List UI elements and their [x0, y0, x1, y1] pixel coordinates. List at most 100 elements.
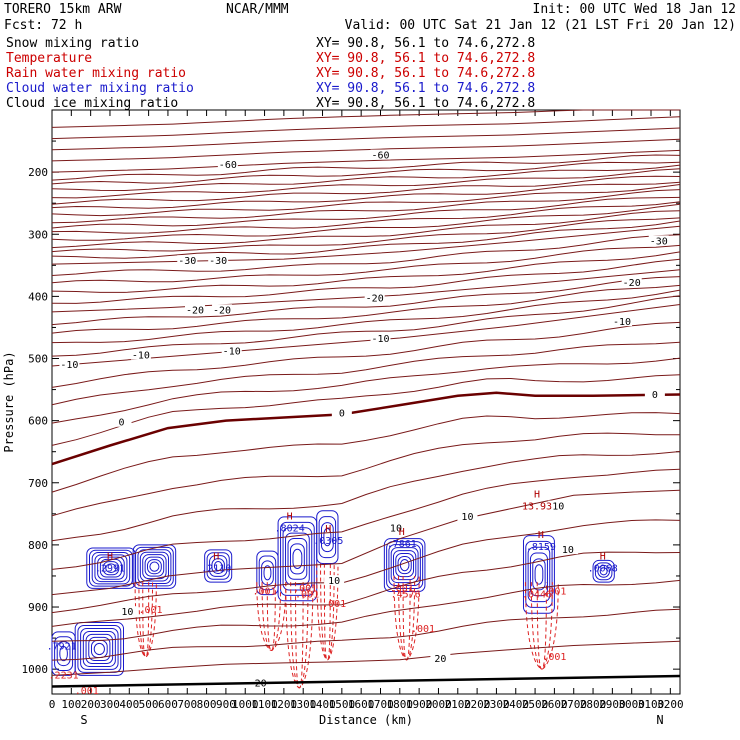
legend-field-coords: XY= 90.8, 56.1 to 74.6,272.8 — [316, 51, 535, 66]
cloud-water-contour — [318, 516, 337, 559]
isotherm-line — [51, 579, 681, 642]
legend-field-name: Temperature — [6, 51, 92, 66]
rain-value-label: .2231 — [49, 670, 79, 681]
rain-value-label: .001 — [295, 590, 319, 601]
isotherm-label: -30 — [650, 236, 668, 247]
rain-value-label: .001 — [75, 686, 99, 697]
cloud-water-contour — [532, 558, 546, 591]
isotherm-label: 10 — [461, 512, 473, 523]
maximum-marker: H — [213, 552, 219, 563]
x-tick-label: 2300 — [483, 698, 510, 711]
isotherm-line — [51, 321, 681, 388]
isotherm-line — [51, 432, 680, 517]
cloud-water-contour — [525, 540, 553, 608]
legend-field-coords: XY= 90.8, 56.1 to 74.6,272.8 — [316, 96, 535, 111]
isotherm-label: 0 — [339, 408, 345, 419]
legend-field-coords: XY= 90.8, 56.1 to 74.6,272.8 — [316, 36, 535, 51]
cloud-water-contour — [139, 551, 169, 582]
isotherm-line — [51, 451, 681, 542]
isotherm-label: -10 — [132, 351, 150, 362]
isotherm-line — [51, 164, 681, 192]
isotherm-label: 0 — [119, 418, 125, 429]
x-tick-label: 1500 — [329, 698, 356, 711]
cloud-water-contour — [105, 563, 117, 573]
cloud-water-contour — [56, 641, 71, 667]
isotherm-line — [51, 341, 681, 406]
rain-water-contour — [134, 582, 157, 658]
x-axis-title: Distance (km) — [319, 713, 413, 727]
isotherm-label: -60 — [219, 160, 237, 171]
x-tick-label: 2000 — [425, 698, 452, 711]
cloud-water-contour — [395, 553, 415, 578]
x-tick-label: 1200 — [271, 698, 298, 711]
isotherm-label-bg — [324, 575, 345, 586]
rain-value-label: .001 — [390, 583, 414, 594]
rain-value-label: .001 — [322, 599, 346, 610]
x-tick-label: 1100 — [251, 698, 278, 711]
cloud-water-contour — [386, 541, 424, 590]
cloud-water-contour — [142, 554, 167, 580]
rain-water-contour — [266, 582, 276, 652]
rain-water-contour — [261, 582, 282, 652]
cloud-water-contour — [527, 546, 551, 603]
cloud-water-contour — [316, 510, 339, 565]
legend-field-name: Cloud ice mixing ratio — [6, 96, 178, 111]
cloud-water-contour — [522, 535, 555, 614]
cloud-water-contour — [390, 547, 419, 584]
rain-water-contour — [402, 575, 411, 661]
x-tick-label: 2400 — [503, 698, 530, 711]
x-tick-label: 1300 — [290, 698, 317, 711]
isotherm-line — [51, 391, 681, 466]
cloud-water-contour — [102, 561, 120, 576]
cloud-water-contour — [149, 561, 160, 572]
isotherm-line — [51, 203, 681, 241]
isotherm-label-bg — [364, 292, 385, 303]
isotherm-label-bg — [331, 407, 352, 418]
isotherm-label: 10 — [121, 607, 133, 618]
legend-field-coords: XY= 90.8, 56.1 to 74.6,272.8 — [316, 81, 535, 96]
x-tick-label: 1800 — [387, 698, 414, 711]
legend-field-name: Cloud water mixing ratio — [6, 81, 194, 96]
model-title: TORERO 15km ARW — [4, 2, 122, 17]
cloud-water-contour — [599, 567, 608, 576]
isotherm-label-bg — [221, 345, 242, 356]
x-tick-label: 500 — [139, 698, 159, 711]
rain-water-contour — [142, 582, 150, 658]
x-tick-label: 700 — [177, 698, 197, 711]
isotherm-line — [51, 175, 681, 205]
cloud-water-contour — [285, 532, 310, 586]
rain-water-contour — [536, 582, 547, 670]
isotherm-label: -10 — [371, 334, 389, 345]
maximum-marker: H — [325, 524, 331, 535]
surface-pressure-line — [51, 674, 681, 688]
isotherm-line — [51, 127, 681, 151]
cloud-water-contour — [209, 555, 228, 577]
axis-ticks: 0 100 200 300 400 500 600 700 800 900100011001200… — [22, 110, 684, 711]
isotherm-line — [51, 357, 681, 424]
rain-value-label: .001 — [542, 587, 566, 598]
isotherm-label: 10 — [562, 545, 574, 556]
cloud-water-contour — [321, 522, 334, 553]
isotherm-line — [51, 269, 681, 313]
isotherm-label-bg — [208, 255, 229, 266]
isotherm-line — [51, 468, 681, 570]
isotherm-label: -20 — [366, 293, 384, 304]
isotherm-label-bg — [557, 544, 578, 555]
x-tick-label: 2100 — [445, 698, 472, 711]
x-axis-left-end-label: S — [80, 713, 87, 727]
isotherm-label-bg — [648, 235, 669, 246]
rain-water-contour — [530, 582, 553, 670]
maximum-value: .8024 — [275, 523, 305, 534]
maximum-marker: H — [107, 552, 113, 563]
x-tick-label: 2600 — [541, 698, 568, 711]
isotherm-label-bg — [385, 522, 406, 533]
isotherm-line — [51, 640, 681, 676]
maximum-marker: H — [538, 530, 544, 541]
isotherm-line — [51, 244, 681, 284]
cloud-water-contour — [388, 544, 421, 587]
maximum-value: .0068 — [588, 564, 618, 575]
x-tick-label: 400 — [119, 698, 139, 711]
isotherm-line — [51, 608, 681, 661]
rain-value-label: .001 — [293, 583, 317, 594]
